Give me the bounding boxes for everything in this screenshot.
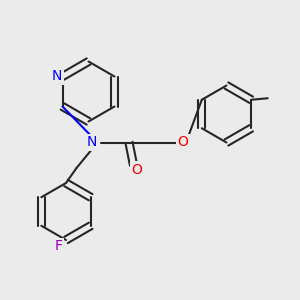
Text: O: O — [178, 136, 188, 149]
Text: N: N — [52, 70, 62, 83]
Text: O: O — [131, 163, 142, 176]
Text: F: F — [55, 239, 62, 253]
Text: N: N — [87, 136, 97, 149]
